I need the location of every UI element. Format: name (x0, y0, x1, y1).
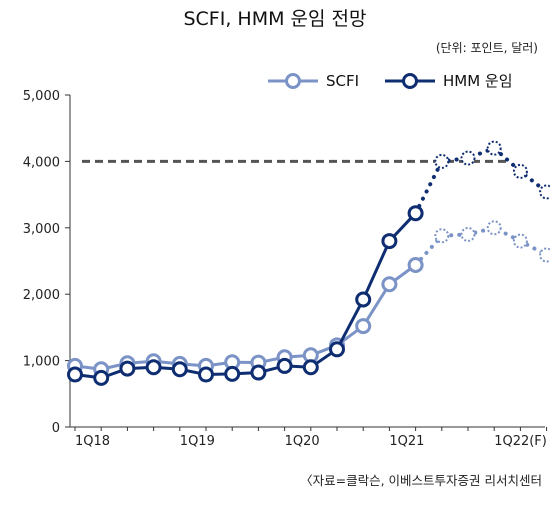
x-tick-label: 1Q18 (75, 434, 110, 449)
data-point (93, 369, 110, 386)
y-tick-label: 1,000 (23, 355, 60, 370)
x-tick-label: 1Q19 (180, 434, 215, 449)
data-point (224, 365, 241, 382)
y-tick-label: 2,000 (23, 288, 60, 303)
data-point (381, 233, 398, 250)
legend: SCFI HMM 운임 (268, 72, 513, 90)
data-point (355, 318, 372, 335)
data-point (407, 205, 424, 222)
forecast-point (460, 226, 476, 242)
series-layer (67, 140, 550, 386)
data-point (381, 276, 398, 293)
forecast-point (434, 153, 450, 169)
forecast-point (434, 228, 450, 244)
series-actual-line (74, 263, 417, 371)
unit-note: (단위: 포인트, 달러) (436, 41, 538, 55)
data-point (302, 359, 319, 376)
data-point (329, 341, 345, 358)
series-scfi (67, 220, 550, 378)
data-point (198, 366, 214, 383)
forecast-point (512, 163, 528, 179)
source-note: 〈자료=클락슨, 이베스트투자증권 리서치센터 (300, 473, 542, 488)
forecast-point (539, 247, 550, 263)
y-tick-label: 5,000 (23, 89, 60, 104)
forecast-point (486, 220, 502, 236)
legend-scfi-marker (285, 73, 301, 89)
legend-scfi-label: SCFI (326, 72, 359, 90)
x-tick-label: 1Q20 (285, 434, 320, 449)
chart-title: SCFI, HMM 운임 전망 (183, 8, 366, 30)
x-tick-label: 1Q21 (389, 434, 424, 449)
data-point (119, 360, 136, 377)
y-tick-label: 4,000 (23, 155, 60, 170)
data-point (67, 366, 83, 383)
data-point (145, 359, 162, 376)
forecast-point (512, 233, 528, 249)
data-point (250, 364, 267, 381)
series-hmm (67, 140, 550, 386)
y-axis: 0 1,000 2,000 3,000 4,000 5,000 (23, 89, 71, 436)
forecast-point (539, 184, 550, 200)
data-point (171, 361, 188, 378)
data-point (355, 291, 372, 308)
y-tick-label: 0 (52, 421, 60, 436)
x-axis: 1Q18 1Q19 1Q20 1Q21 1Q22(F) (70, 426, 548, 449)
data-point (276, 357, 293, 374)
legend-hmm-label: HMM 운임 (443, 72, 513, 90)
y-tick-label: 3,000 (23, 222, 60, 237)
series-forecast-line (413, 145, 550, 216)
forecast-point (486, 140, 502, 156)
legend-hmm-marker (402, 73, 418, 89)
x-tick-label: 1Q22(F) (494, 434, 547, 449)
forecast-point (460, 150, 476, 166)
data-point (407, 256, 424, 273)
